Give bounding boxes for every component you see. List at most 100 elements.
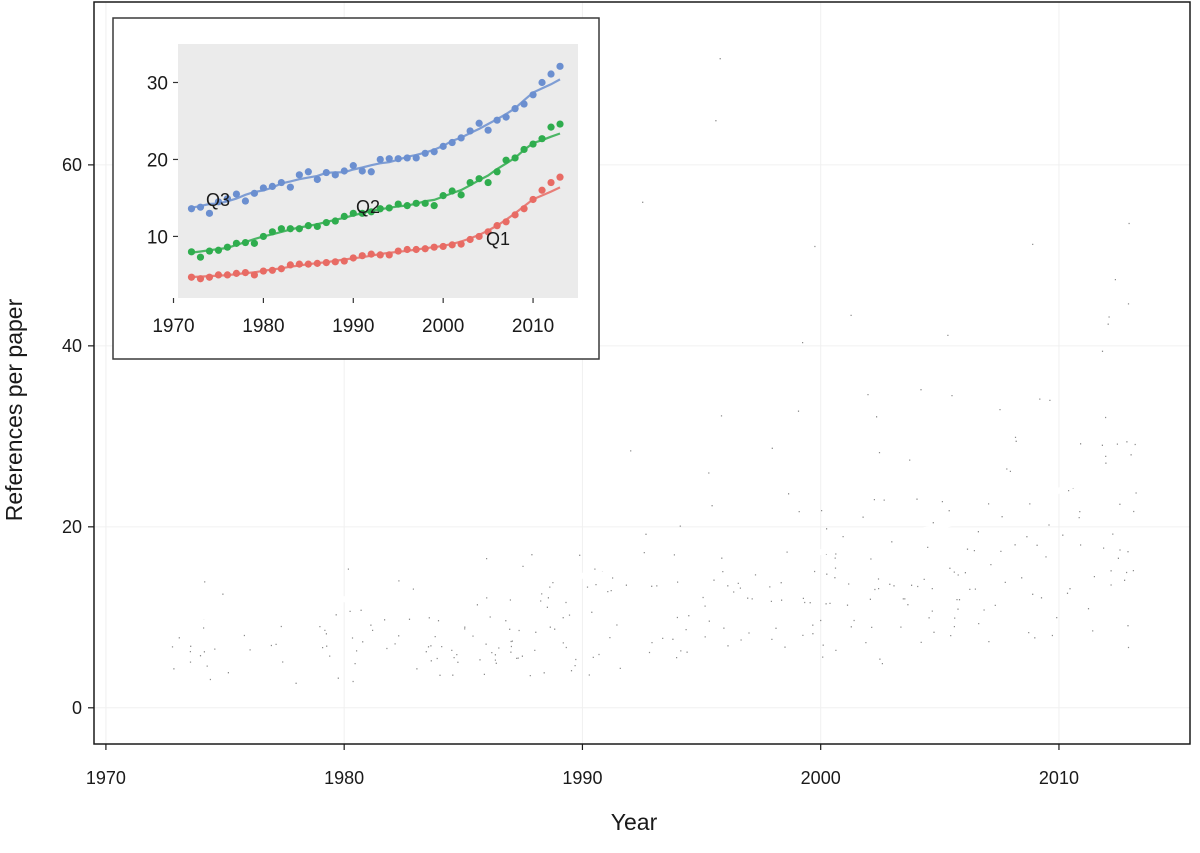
- inset-point-q2: [439, 192, 447, 200]
- inset-point-q3: [223, 195, 232, 203]
- inset-label-q2: Q2: [356, 197, 380, 217]
- x-axis-label: Year: [611, 809, 658, 835]
- inset-point-q3: [349, 162, 357, 170]
- inset-point-q3: [304, 168, 312, 176]
- inset-point-q1: [358, 252, 366, 260]
- main-x-tick-label: 1970: [86, 768, 126, 788]
- inset-point-q1: [403, 245, 411, 254]
- inset-point-q3: [511, 105, 519, 113]
- inset-point-q2: [331, 217, 339, 225]
- main-plot-frame: [93, 1, 1191, 745]
- inset-point-q2: [511, 154, 519, 162]
- inset-point-q1: [412, 245, 420, 254]
- inset-point-q3: [214, 198, 223, 206]
- inset-point-q2: [529, 140, 537, 148]
- inset-point-q1: [286, 261, 294, 269]
- inset-point-q2: [277, 225, 285, 233]
- inset-label-q1: Q1: [486, 229, 510, 249]
- inset-point-q1: [457, 240, 465, 248]
- inset-point-q1: [277, 265, 285, 273]
- inset-point-q3: [259, 184, 267, 192]
- inset-series-q1: [187, 173, 564, 283]
- inset-series-q3: [187, 62, 564, 217]
- inset-point-q2: [349, 209, 357, 217]
- inset-point-q2: [286, 225, 294, 233]
- inset-y-tick-label: 30: [147, 73, 168, 94]
- inset-point-q2: [223, 243, 232, 251]
- inset-point-q1: [205, 273, 214, 281]
- inset-point-q1: [448, 241, 456, 249]
- inset-point-q2: [295, 225, 303, 233]
- inset-point-q3: [538, 78, 546, 87]
- inset-point-q1: [493, 222, 501, 230]
- inset-point-q2: [475, 175, 483, 183]
- inset-point-q1: [241, 269, 250, 277]
- inset-point-q3: [529, 91, 537, 99]
- inset-point-q3: [376, 155, 384, 164]
- inset-point-q3: [232, 190, 241, 198]
- inset-point-q1: [484, 228, 492, 236]
- inset-point-q2: [403, 202, 411, 210]
- inset-point-q3: [421, 149, 429, 157]
- inset-point-q3: [367, 168, 375, 176]
- inset-point-q2: [421, 199, 429, 207]
- inset-point-q1: [538, 186, 546, 194]
- inset-point-q1: [214, 271, 223, 279]
- inset-point-q3: [556, 62, 564, 70]
- inset-point-q2: [385, 204, 393, 212]
- main-trend: [150, 460, 1129, 625]
- inset-point-q1: [259, 267, 267, 275]
- inset-point-q3: [457, 134, 465, 142]
- inset-point-q2: [493, 168, 501, 176]
- inset-point-q1: [187, 273, 196, 281]
- inset-x-tick-label: 1980: [242, 316, 284, 337]
- main-x-tick-label: 2000: [801, 768, 841, 788]
- inset-point-q3: [205, 209, 214, 217]
- inset-trend-q2: [191, 132, 561, 254]
- inset-point-q2: [547, 123, 555, 131]
- inset-point-q2: [322, 218, 330, 227]
- main-y-tick-label: 40: [62, 336, 82, 356]
- inset-point-q3: [484, 126, 492, 134]
- inset-point-q3: [430, 148, 438, 156]
- inset-series-q2: [187, 120, 564, 261]
- inset-point-q1: [547, 178, 555, 187]
- inset-point-q1: [349, 254, 357, 262]
- inset-point-q3: [331, 171, 339, 179]
- inset-point-q3: [493, 116, 501, 124]
- inset-point-q3: [448, 138, 456, 147]
- inset-point-q2: [448, 187, 456, 195]
- inset-point-q2: [502, 156, 510, 164]
- main-y-tick-label: 20: [62, 517, 82, 537]
- inset-point-q2: [259, 232, 267, 241]
- inset-x-ticks: 1970 1980 1990 2000 2010: [152, 298, 554, 337]
- inset-point-q3: [295, 171, 303, 179]
- inset-point-q1: [394, 247, 402, 255]
- inset-point-q1: [232, 269, 241, 277]
- inset-point-q2: [556, 120, 564, 128]
- inset-plot-area: [178, 44, 578, 298]
- inset-point-q2: [466, 178, 474, 187]
- main-points: [171, 58, 1137, 684]
- inset-x-tick-label: 2000: [422, 316, 464, 337]
- main-x-tick-label: 2010: [1039, 768, 1079, 788]
- y-axis-label: References per paper: [1, 298, 27, 521]
- main-trend-line: [150, 460, 1129, 625]
- inset-point-q2: [268, 228, 276, 236]
- inset-point-q2: [214, 246, 223, 254]
- inset-point-q2: [457, 191, 465, 199]
- inset-point-q1: [475, 232, 483, 241]
- inset-point-q2: [520, 145, 528, 154]
- inset-point-q3: [502, 113, 510, 121]
- inset-point-q3: [250, 189, 259, 197]
- inset-point-q3: [403, 154, 411, 162]
- inset-point-q2: [484, 178, 492, 187]
- inset-point-q2: [250, 239, 259, 247]
- inset-point-q3: [313, 175, 321, 184]
- inset-point-q2: [241, 238, 250, 247]
- main-point-cloud: [171, 58, 1137, 684]
- inset-point-q1: [322, 258, 330, 267]
